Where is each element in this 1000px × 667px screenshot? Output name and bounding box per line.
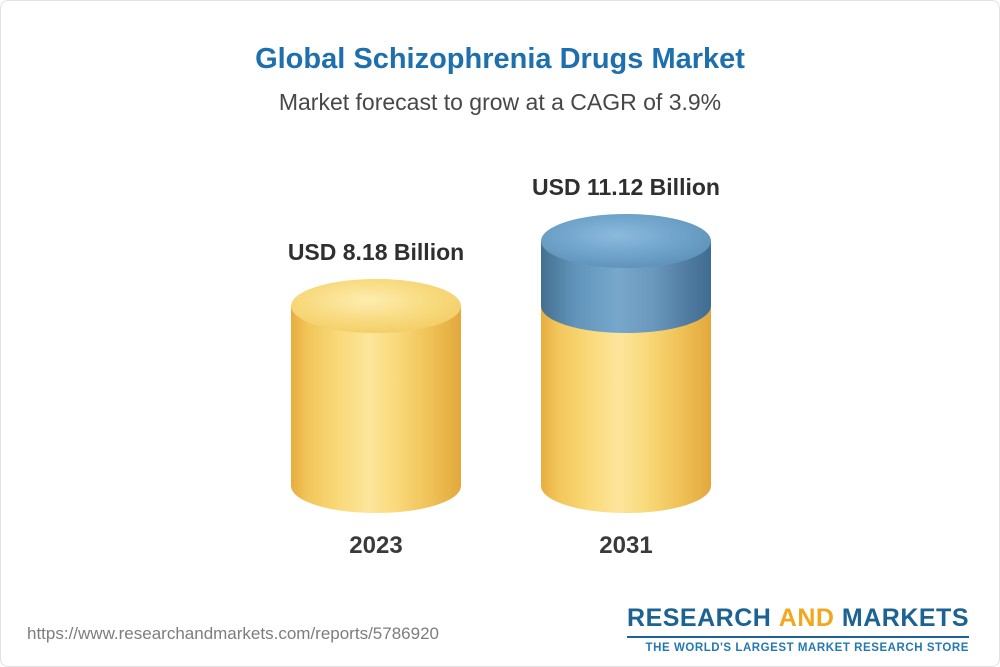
logo-markets: MARKETS bbox=[841, 604, 969, 632]
researchandmarkets-logo: RESEARCH AND MARKETS THE WORLD'S LARGEST… bbox=[627, 604, 969, 654]
logo-divider bbox=[627, 636, 969, 638]
bar-year-label: 2023 bbox=[349, 532, 403, 559]
page-subtitle: Market forecast to grow at a CAGR of 3.9… bbox=[278, 89, 722, 115]
bar-year-label: 2031 bbox=[599, 532, 653, 559]
cylinder-body bbox=[291, 306, 461, 513]
cylinder-cap bbox=[541, 214, 711, 268]
page-title: Global Schizophrenia Drugs Market bbox=[255, 43, 745, 75]
report-url: https://www.researchandmarkets.com/repor… bbox=[27, 624, 439, 643]
logo-wordmark: RESEARCH AND MARKETS bbox=[627, 604, 969, 633]
logo-research: RESEARCH bbox=[627, 604, 772, 632]
cylinder-cap bbox=[291, 279, 461, 333]
bar-value-label: USD 8.18 Billion bbox=[287, 239, 465, 265]
logo-and: AND bbox=[778, 604, 835, 632]
logo-tagline: THE WORLD'S LARGEST MARKET RESEARCH STOR… bbox=[645, 642, 969, 654]
bar-value-label: USD 11.12 Billion bbox=[532, 174, 720, 200]
